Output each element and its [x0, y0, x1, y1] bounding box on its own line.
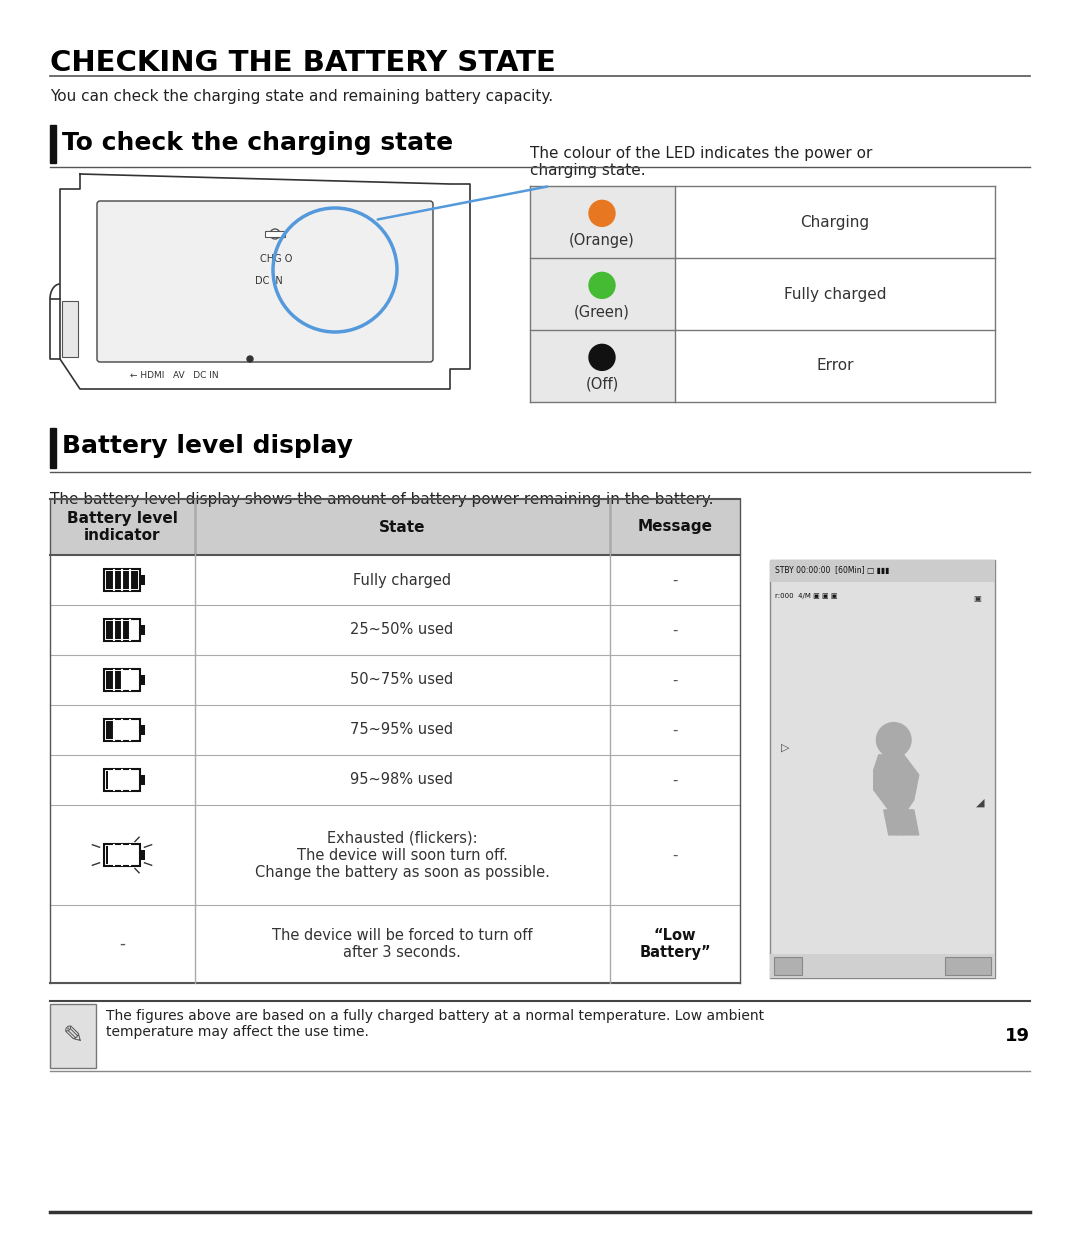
Text: ▶: ▶ [784, 961, 792, 971]
Bar [530, 329, 675, 402]
Text: 25~50% used: 25~50% used [350, 622, 454, 638]
Bar [104, 619, 140, 640]
Text: -: - [673, 573, 677, 587]
Bar [50, 1004, 96, 1067]
Text: Exhausted (flickers):: Exhausted (flickers): [326, 830, 477, 845]
Text: DC IN: DC IN [255, 276, 283, 286]
Bar [106, 671, 122, 689]
Text: -: - [119, 935, 125, 953]
Text: The figures above are based on a fully charged battery at a normal temperature. : The figures above are based on a fully c… [106, 1009, 765, 1039]
Text: STBY 00:00:00  [60Min] □ ▮▮▮: STBY 00:00:00 [60Min] □ ▮▮▮ [775, 566, 889, 575]
Text: The battery level display shows the amount of battery power remaining in the bat: The battery level display shows the amou… [50, 492, 714, 507]
Circle shape [270, 230, 280, 239]
Bar [140, 726, 145, 735]
Bar [50, 428, 56, 468]
Text: 19: 19 [1005, 1027, 1030, 1045]
Bar [106, 721, 114, 739]
Bar [106, 847, 108, 864]
Bar [770, 954, 995, 979]
Text: CHECKING THE BATTERY STATE: CHECKING THE BATTERY STATE [50, 49, 556, 77]
Text: ✎: ✎ [63, 1024, 83, 1048]
Text: -: - [673, 772, 677, 787]
Bar [770, 560, 995, 979]
Circle shape [589, 344, 615, 370]
Bar [104, 844, 140, 866]
Text: The device will be forced to turn off: The device will be forced to turn off [272, 928, 532, 943]
Bar [530, 258, 675, 329]
Polygon shape [883, 810, 904, 835]
Text: “Low: “Low [653, 928, 697, 943]
Bar [770, 560, 995, 582]
Text: CHG O: CHG O [260, 254, 293, 264]
Bar [104, 719, 140, 740]
Text: -: - [673, 622, 677, 638]
Text: MENU: MENU [950, 961, 985, 971]
Polygon shape [899, 810, 919, 835]
Text: ← HDMI   AV   DC IN: ← HDMI AV DC IN [130, 370, 218, 380]
Text: Battery”: Battery” [639, 945, 711, 960]
Bar [140, 624, 145, 636]
Bar [530, 186, 675, 258]
Text: You can check the charging state and remaining battery capacity.: You can check the charging state and rem… [50, 89, 553, 104]
Text: -: - [673, 848, 677, 863]
Bar [50, 905, 740, 983]
Text: To check the charging state: To check the charging state [62, 131, 454, 155]
Text: -: - [673, 722, 677, 738]
Text: Message: Message [637, 520, 713, 534]
Bar [106, 771, 108, 789]
Text: Fully charged: Fully charged [784, 286, 887, 301]
Bar [140, 675, 145, 685]
Text: 50~75% used: 50~75% used [350, 673, 454, 687]
Bar [50, 655, 740, 705]
Text: The device will soon turn off.: The device will soon turn off. [297, 848, 508, 863]
Bar [50, 805, 740, 905]
Circle shape [589, 200, 615, 226]
Text: Charging: Charging [800, 215, 869, 230]
Circle shape [876, 722, 912, 758]
Text: (Off): (Off) [585, 376, 619, 391]
Text: (Green): (Green) [575, 305, 630, 320]
FancyBboxPatch shape [97, 201, 433, 362]
Text: ▷: ▷ [781, 743, 789, 753]
Bar [50, 125, 56, 163]
Text: ◢: ◢ [975, 797, 984, 807]
Circle shape [247, 355, 253, 362]
Text: ▣: ▣ [973, 594, 981, 602]
Circle shape [589, 273, 615, 299]
Text: State: State [379, 520, 426, 534]
Text: Battery level display: Battery level display [62, 434, 353, 458]
Text: -: - [673, 673, 677, 687]
Text: 75~95% used: 75~95% used [350, 722, 454, 738]
Text: Fully charged: Fully charged [353, 573, 451, 587]
Text: (Orange): (Orange) [569, 232, 635, 248]
Bar [140, 575, 145, 585]
Bar [62, 301, 78, 357]
Bar [50, 555, 740, 605]
Bar [774, 958, 802, 975]
Text: Battery level
indicator: Battery level indicator [67, 511, 177, 543]
Bar [106, 621, 130, 639]
Bar [50, 705, 740, 755]
Bar [50, 605, 740, 655]
Text: 95~98% used: 95~98% used [351, 772, 454, 787]
Text: Error: Error [816, 359, 854, 374]
Text: after 3 seconds.: after 3 seconds. [343, 945, 461, 960]
Polygon shape [874, 755, 919, 814]
Bar [265, 231, 285, 237]
Bar [104, 569, 140, 591]
Text: The colour of the LED indicates the power or
charging state.: The colour of the LED indicates the powe… [530, 146, 873, 178]
Bar [104, 769, 140, 791]
Bar [50, 499, 740, 555]
Text: r:000  4/M ▣ ▣ ▣: r:000 4/M ▣ ▣ ▣ [775, 594, 837, 598]
Text: Change the battery as soon as possible.: Change the battery as soon as possible. [255, 865, 550, 880]
Bar [140, 775, 145, 785]
Bar [106, 571, 138, 589]
Bar [945, 958, 991, 975]
Bar [140, 850, 145, 860]
Bar [50, 755, 740, 805]
Bar [104, 669, 140, 691]
